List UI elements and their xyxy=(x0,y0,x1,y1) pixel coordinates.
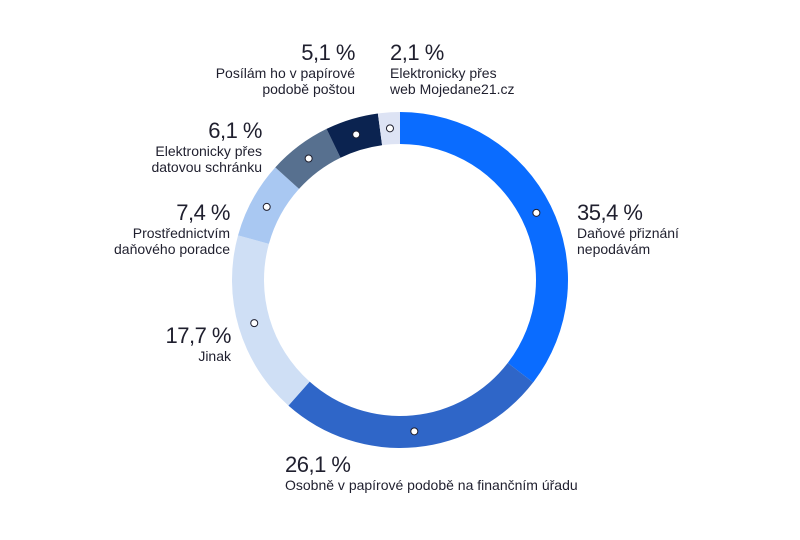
category-label: Elektronicky přes xyxy=(155,143,262,160)
slice-marker xyxy=(352,130,361,139)
label-slice-0: 35,4 % Daňové přiznání nepodávám xyxy=(577,200,679,257)
slice-marker xyxy=(262,202,271,211)
label-slice-3: 7,4 % Prostřednictvím daňového poradce xyxy=(114,200,231,258)
label-slice-2: 17,7 % Jinak xyxy=(166,323,232,364)
slice-marker xyxy=(304,154,313,163)
label-slice-6: 2,1 % Elektronicky přes web Mojedane21.c… xyxy=(390,40,515,97)
label-slice-4: 6,1 % Elektronicky přes datovou schránku xyxy=(151,118,262,175)
label-slice-5: 5,1 % Posílám ho v papírové podobě pošto… xyxy=(215,40,356,98)
category-label: web Mojedane21.cz xyxy=(390,81,515,98)
category-label: Daňové přiznání xyxy=(577,225,679,242)
donut-slice xyxy=(232,235,310,406)
slice-marker xyxy=(250,319,259,328)
value-label: 2,1 % xyxy=(390,40,444,65)
value-label: 26,1 % xyxy=(285,452,351,477)
category-label: daňového poradce xyxy=(114,241,230,258)
category-label: podobě poštou xyxy=(262,81,355,98)
slice-marker xyxy=(532,208,541,217)
category-label: Jinak xyxy=(198,348,231,365)
value-label: 35,4 % xyxy=(577,200,643,225)
value-label: 6,1 % xyxy=(208,118,262,143)
category-label: datovou schránku xyxy=(151,159,262,176)
value-label: 7,4 % xyxy=(176,200,230,225)
value-label: 17,7 % xyxy=(165,323,232,348)
label-slice-1: 26,1 % Osobně v papírové podobě na finan… xyxy=(285,452,578,493)
category-label: Posílám ho v papírové xyxy=(215,65,355,82)
value-label: 5,1 % xyxy=(301,40,355,65)
category-label: nepodávám xyxy=(577,241,651,258)
donut-slice xyxy=(400,112,568,383)
category-label: Elektronicky přes xyxy=(390,65,497,82)
donut-slice xyxy=(288,362,534,449)
category-label: Osobně v papírové podobě na finančním úř… xyxy=(285,477,578,494)
category-label: Prostřednictvím xyxy=(132,225,230,242)
slice-marker xyxy=(410,427,419,436)
slice-marker xyxy=(385,124,394,133)
